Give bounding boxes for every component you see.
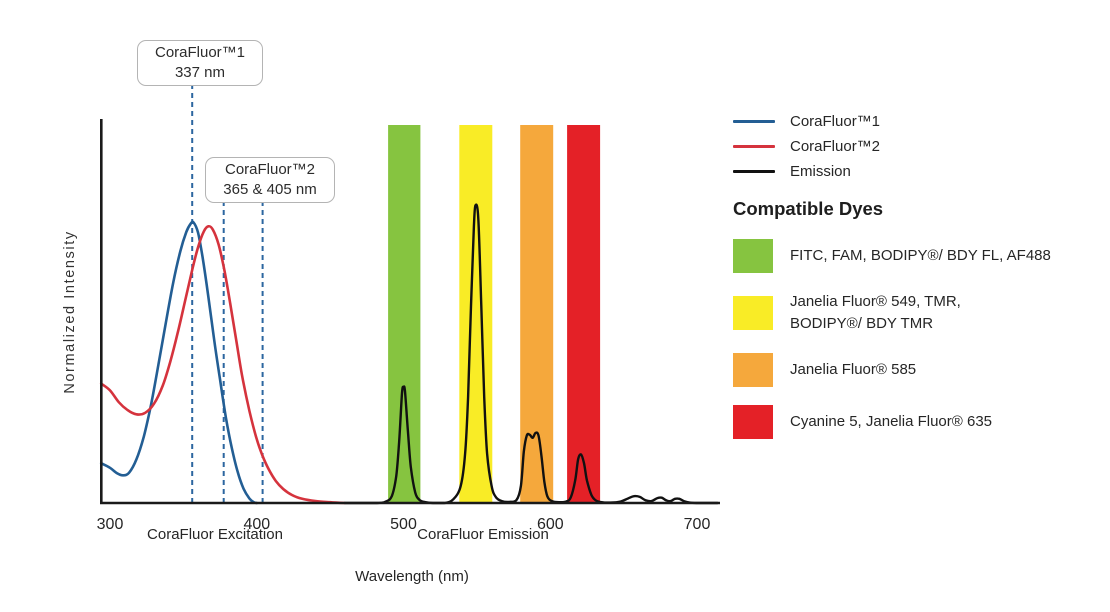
dye-label: Janelia Fluor® 585 [790, 360, 917, 378]
x-tick-label: 500 [390, 516, 417, 533]
dye-label: FITC, FAM, BODIPY®/ BDY FL, AF488 [790, 247, 1051, 265]
dye-row-orange: Janelia Fluor® 585 [733, 352, 1110, 387]
legend-line-black [733, 170, 775, 173]
curve-emission [343, 203, 719, 505]
dye-label: Janelia Fluor® 549, TMR, BODIPY®/ BDY TM… [790, 293, 961, 332]
annotation-value: 337 nm [174, 64, 226, 81]
annotation-title: CoraFluor™2 [224, 161, 316, 179]
yellow-band-swatch [733, 295, 773, 330]
emission-region-label: CoraFluor Emission [417, 526, 549, 543]
annotation-box-corafluor1: CoraFluor™1 337 nm [137, 40, 263, 86]
green-band-swatch [733, 239, 773, 273]
y-axis-label: Normalized Intensity [62, 230, 78, 394]
dye-row-yellow: Janelia Fluor® 549, TMR, BODIPY®/ BDY TM… [733, 291, 1110, 335]
dye-row-green: FITC, FAM, BODIPY®/ BDY FL, AF488 [733, 239, 1110, 273]
legend-item-label: CoraFluor™2 [790, 138, 881, 155]
x-axis-label: Wavelength (nm) [355, 568, 469, 585]
annotation-box-corafluor2: CoraFluor™2 365 & 405 nm [205, 157, 335, 203]
legend-line-blue [733, 120, 775, 123]
dye-label: Cyanine 5, Janelia Fluor® 635 [790, 412, 993, 430]
red-band-swatch [733, 404, 773, 439]
x-tick-label: 300 [97, 516, 124, 533]
legend-item-emission: Emission [733, 159, 880, 184]
filter-band-0 [388, 125, 421, 503]
legend-line-red [733, 145, 775, 148]
annotation-value: 365 & 405 nm [223, 181, 317, 198]
compatible-dyes-heading: Compatible Dyes [733, 198, 884, 219]
legend-item-label: CoraFluor™1 [790, 113, 881, 130]
legend: CoraFluor™1 CoraFluor™2 Emission [733, 109, 880, 184]
x-tick-label: 600 [537, 516, 564, 533]
legend-item-corafluor2: CoraFluor™2 [733, 134, 880, 159]
orange-band-swatch [733, 352, 773, 387]
curve-excitation-2 [99, 224, 347, 505]
filter-band-3 [567, 125, 601, 503]
excitation-region-label: CoraFluor Excitation [147, 526, 283, 543]
compatible-dyes-list: FITC, FAM, BODIPY®/ BDY FL, AF488 Janeli… [733, 239, 1110, 457]
legend-item-corafluor1: CoraFluor™1 [733, 109, 880, 134]
curve-excitation-1 [99, 220, 259, 505]
dye-row-red: Cyanine 5, Janelia Fluor® 635 [733, 404, 1110, 439]
x-tick-label: 400 [243, 516, 270, 533]
annotation-title: CoraFluor™1 [154, 44, 246, 62]
legend-item-label: Emission [790, 163, 851, 180]
x-tick-label: 700 [684, 516, 711, 533]
spectra-chart: 300 400 500 600 700 [97, 84, 720, 533]
